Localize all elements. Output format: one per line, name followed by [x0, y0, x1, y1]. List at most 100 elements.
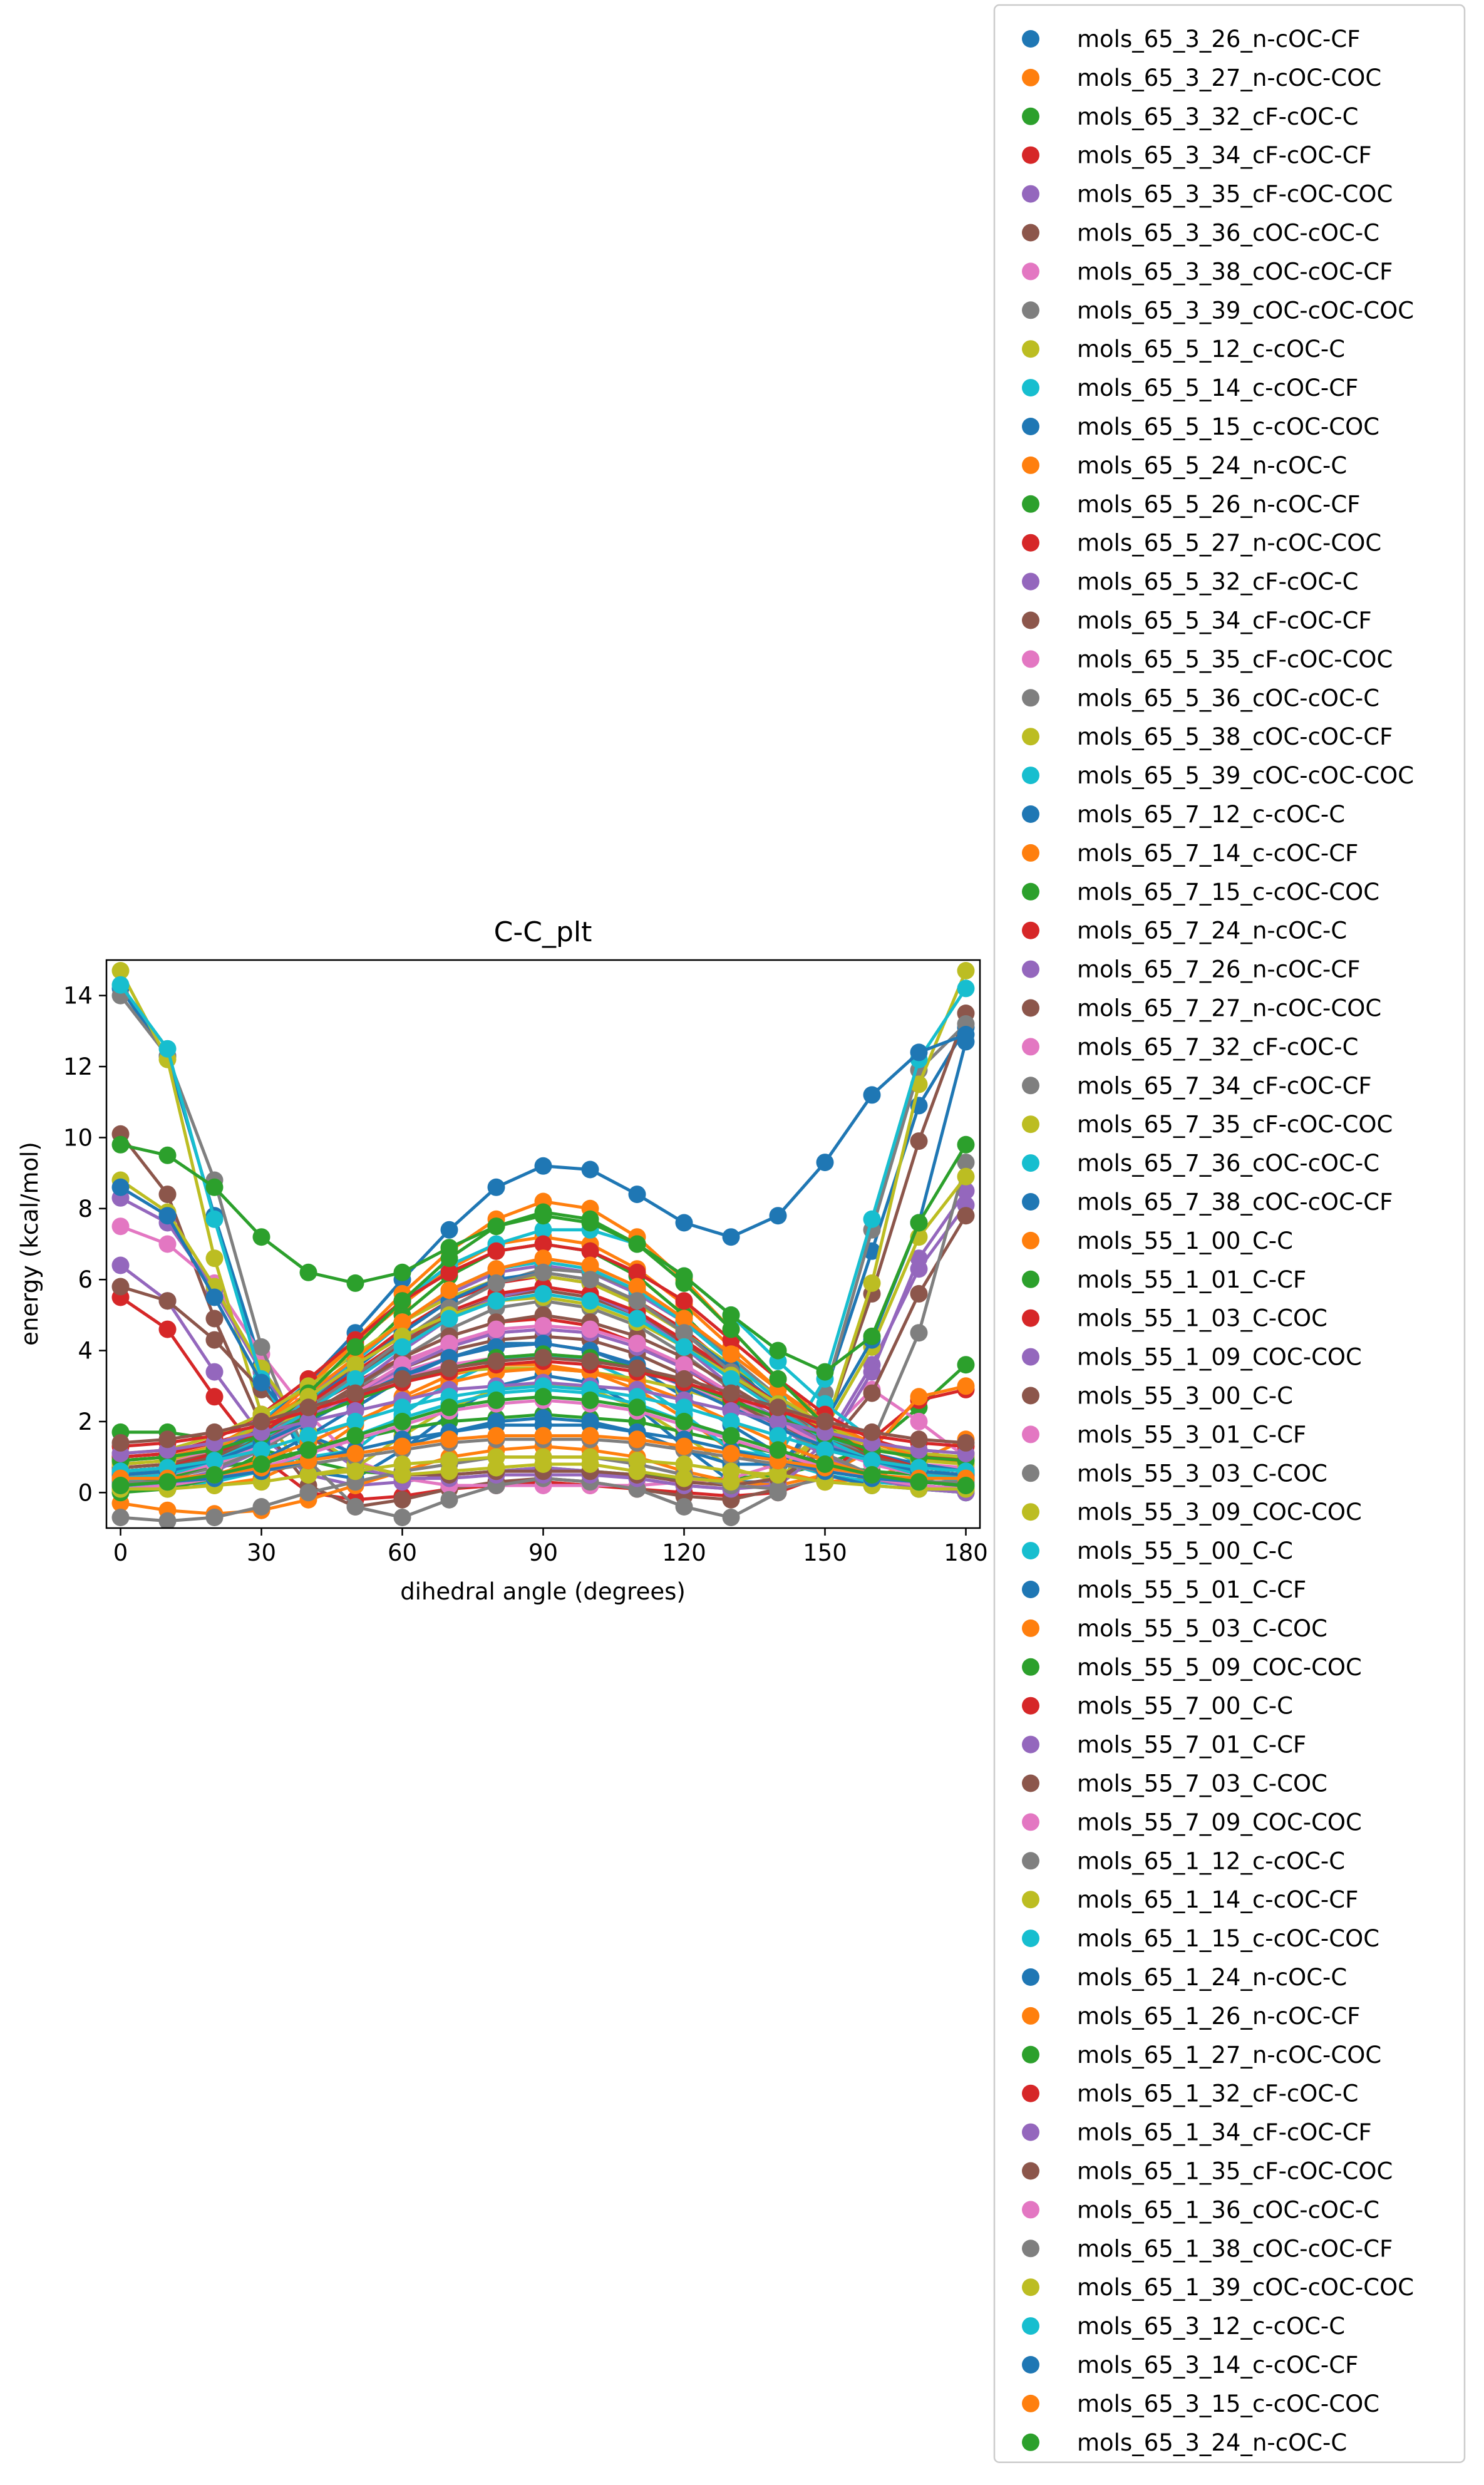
data-point [393, 1509, 411, 1526]
legend-label: mols_65_7_26_n-cOC-CF [1077, 956, 1361, 983]
data-point [628, 1278, 646, 1296]
legend-label: mols_65_7_27_n-cOC-COC [1077, 995, 1381, 1022]
data-point [111, 1256, 130, 1274]
legend-item: mols_55_7_01_C-CF [1022, 1732, 1306, 1759]
legend-marker [1022, 1270, 1039, 1288]
legend-item: mols_65_1_12_c-cOC-C [1022, 1847, 1345, 1874]
data-point [205, 1509, 224, 1526]
data-point [863, 1086, 881, 1104]
data-point [111, 962, 130, 979]
legend-marker [1022, 999, 1039, 1017]
data-point [299, 1263, 317, 1281]
legend-item: mols_65_1_14_c-cOC-CF [1022, 1886, 1358, 1913]
data-point [581, 1242, 599, 1260]
legend-label: mols_65_7_12_c-cOC-C [1077, 801, 1345, 828]
legend-marker [1022, 1581, 1039, 1598]
y-axis-label: energy (kcal/mol) [16, 1142, 43, 1346]
legend-marker [1022, 1425, 1039, 1444]
data-point [863, 1327, 881, 1345]
data-point [440, 1398, 458, 1417]
legend-item: mols_55_1_01_C-CF [1022, 1266, 1306, 1293]
data-point [534, 1157, 552, 1175]
data-point [957, 1026, 975, 1043]
data-point [769, 1370, 787, 1388]
data-point [534, 1249, 552, 1268]
legend-label: mols_65_3_35_cF-cOC-COC [1077, 181, 1393, 208]
data-point [393, 1338, 411, 1356]
legend-marker [1022, 224, 1039, 242]
legend-label: mols_55_3_03_C-COC [1077, 1460, 1327, 1487]
legend-marker [1022, 882, 1039, 901]
data-point [111, 1434, 130, 1452]
data-point [581, 1320, 599, 1338]
data-point [158, 1235, 177, 1253]
legend-marker [1022, 1852, 1039, 1870]
legend-marker [1022, 340, 1039, 358]
data-point [487, 1274, 505, 1292]
data-point [393, 1313, 411, 1331]
data-point [205, 1178, 224, 1196]
data-point [440, 1359, 458, 1377]
legend-label: mols_65_5_38_cOC-cOC-CF [1077, 723, 1393, 750]
data-point [769, 1398, 787, 1417]
data-point [487, 1242, 505, 1260]
data-point [769, 1466, 787, 1484]
data-point [957, 1167, 975, 1186]
legend-label: mols_65_5_12_c-cOC-C [1077, 336, 1345, 363]
data-point [957, 1356, 975, 1374]
data-point [863, 1423, 881, 1441]
data-point [393, 1398, 411, 1417]
legend-item: mols_65_3_32_cF-cOC-C [1022, 103, 1358, 130]
legend-marker [1022, 1542, 1039, 1560]
legend-label: mols_65_1_34_cF-cOC-CF [1077, 2119, 1372, 2146]
data-point [205, 1288, 224, 1306]
data-point [581, 1427, 599, 1445]
data-point [722, 1462, 740, 1480]
legend-marker [1022, 2356, 1039, 2374]
x-tick-label: 30 [247, 1539, 276, 1566]
legend-marker [1022, 1658, 1039, 1676]
legend-item: mols_65_5_35_cF-cOC-COC [1022, 646, 1393, 673]
data-point [487, 1178, 505, 1196]
data-point [440, 1452, 458, 1470]
legend-marker [1022, 1619, 1039, 1637]
data-point [346, 1356, 364, 1374]
y-tick-label: 4 [78, 1338, 93, 1365]
legend-marker [1022, 767, 1039, 785]
legend-marker [1022, 495, 1039, 513]
data-point [111, 1217, 130, 1236]
data-point [675, 1324, 693, 1342]
y-tick-label: 12 [63, 1053, 93, 1080]
data-point [487, 1260, 505, 1278]
legend-item: mols_65_1_35_cF-cOC-COC [1022, 2158, 1393, 2185]
legend-item: mols_65_1_38_cOC-cOC-CF [1022, 2235, 1393, 2262]
data-point [675, 1398, 693, 1417]
legend-label: mols_65_5_39_cOC-cOC-COC [1077, 762, 1414, 789]
legend-marker [1022, 960, 1039, 978]
legend-item: mols_65_3_12_c-cOC-C [1022, 2313, 1345, 2340]
data-point [722, 1412, 740, 1430]
legend-item: mols_65_7_32_cF-cOC-C [1022, 1033, 1358, 1060]
legend-item: mols_55_3_01_C-CF [1022, 1421, 1306, 1448]
data-point [252, 1498, 271, 1516]
data-point [628, 1452, 646, 1470]
data-point [581, 1256, 599, 1274]
data-point [581, 1352, 599, 1370]
data-point [910, 1075, 928, 1093]
data-point [628, 1430, 646, 1449]
data-point [346, 1338, 364, 1356]
data-point [534, 1388, 552, 1406]
legend-label: mols_55_7_01_C-CF [1077, 1732, 1306, 1759]
data-point [675, 1356, 693, 1374]
chart-title: C-C_plt [494, 916, 592, 948]
data-point [111, 976, 130, 994]
legend-item: mols_55_7_00_C-C [1022, 1693, 1293, 1720]
data-point [910, 1430, 928, 1449]
data-point [769, 1341, 787, 1360]
data-point [628, 1335, 646, 1353]
legend-label: mols_55_5_03_C-COC [1077, 1615, 1327, 1642]
legend-marker [1022, 1968, 1039, 1986]
data-point [158, 1146, 177, 1164]
data-point [252, 1441, 271, 1459]
